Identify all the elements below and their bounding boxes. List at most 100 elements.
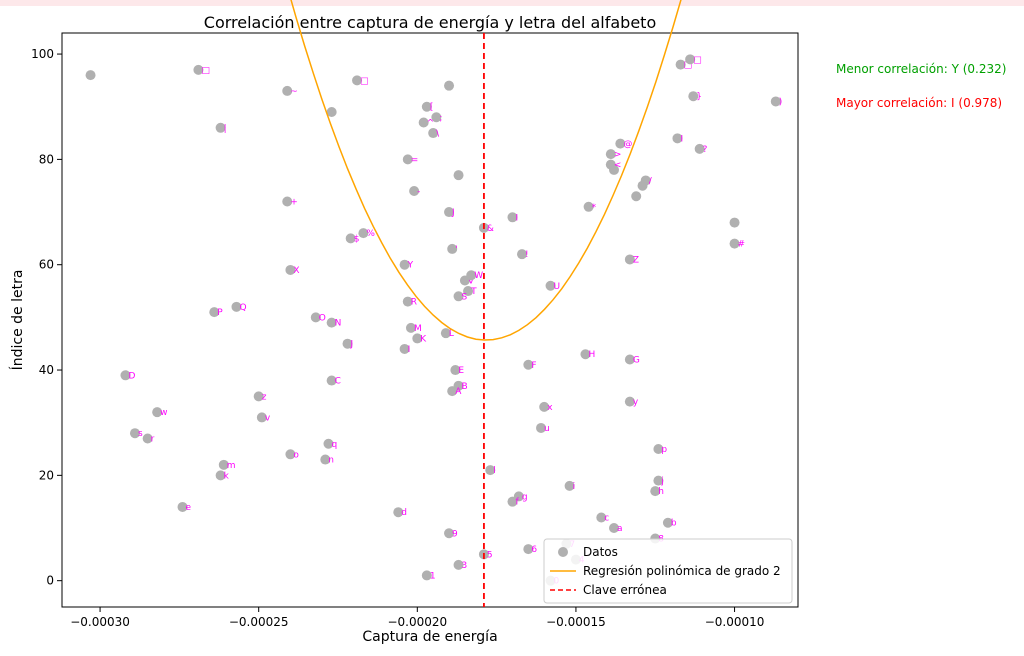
data-point: [399, 259, 410, 270]
point-label: z: [262, 392, 267, 402]
legend-vline-label: Clave errónea: [583, 583, 667, 597]
data-point: [352, 75, 363, 86]
point-label: *: [592, 203, 597, 213]
annotation-min-correlation: Menor correlación: Y (0.232): [836, 62, 1007, 76]
x-tick-label: −0.00025: [229, 615, 289, 629]
data-point: [653, 444, 664, 455]
point-label: c: [604, 513, 609, 523]
data-point: [685, 54, 696, 65]
point-label: r: [151, 434, 155, 444]
point-label: S: [462, 292, 468, 302]
point-label: a: [617, 524, 623, 534]
point-label: 6: [531, 545, 537, 555]
point-label: 5: [487, 550, 493, 560]
data-point: [120, 370, 131, 381]
point-label: ^: [427, 119, 435, 129]
point-label: O: [319, 313, 326, 323]
point-label: !: [525, 250, 529, 260]
y-tick-label: 100: [31, 47, 54, 61]
point-label: l: [493, 466, 496, 476]
point-label: N: [335, 319, 342, 329]
data-point: [320, 454, 331, 465]
data-point: [624, 354, 635, 365]
point-label: M: [414, 324, 422, 334]
point-label: ': [455, 245, 457, 255]
data-point: [507, 496, 518, 507]
point-label: f: [515, 498, 519, 508]
data-point: [450, 365, 461, 376]
point-label: +: [290, 198, 298, 208]
point-label: A: [455, 387, 462, 397]
data-point: [624, 254, 635, 265]
point-label: L: [449, 329, 454, 339]
data-point: [564, 480, 575, 491]
data-point: [399, 343, 410, 354]
legend-datos-marker: [558, 547, 568, 557]
data-point: [545, 280, 556, 291]
point-label: E: [458, 366, 464, 376]
point-label: I: [408, 345, 411, 355]
data-point: [596, 512, 607, 523]
data-point: [142, 433, 153, 444]
point-label: 9: [452, 529, 458, 539]
data-point: [402, 296, 413, 307]
data-point: [662, 517, 673, 528]
point-label: X: [293, 266, 299, 276]
x-tick-label: −0.00015: [546, 615, 606, 629]
data-point: [609, 523, 619, 534]
data-point: [694, 143, 705, 154]
point-label: p: [661, 445, 667, 455]
data-point: [231, 301, 242, 312]
legend: Datos Regresión polinómica de grado 2 Cl…: [543, 538, 793, 604]
data-point: [640, 175, 651, 186]
x-tick-label: −0.00010: [705, 615, 765, 629]
data-point: [453, 559, 464, 570]
data-point: [193, 64, 204, 75]
data-point: [485, 465, 496, 476]
point-label: ~: [290, 87, 298, 97]
data-point: [583, 201, 594, 212]
data-point: [209, 307, 220, 318]
point-label: w: [160, 408, 167, 418]
point-label: u: [544, 424, 550, 434]
y-tick-label: 60: [39, 258, 54, 272]
y-tick-label: 20: [39, 468, 54, 482]
y-axis-label: Índice de letra: [9, 270, 26, 371]
y-tick-label: 0: [46, 574, 54, 588]
legend-regression-label: Regresión polinómica de grado 2: [583, 564, 781, 578]
data-point: [177, 501, 188, 512]
data-point: [418, 117, 429, 128]
data-point: [358, 228, 369, 239]
data-point: [342, 338, 353, 349]
data-point: [421, 570, 432, 581]
point-label: I: [515, 213, 518, 223]
legend-datos-label: Datos: [583, 545, 618, 559]
point-label: q: [331, 440, 337, 450]
point-label: F: [531, 361, 536, 371]
data-point: [453, 291, 464, 302]
data-point: [444, 207, 455, 218]
data-point: [152, 407, 163, 418]
data-point: [326, 317, 337, 328]
data-point: [345, 233, 356, 244]
point-label: /: [649, 176, 653, 186]
top-border-strip: [0, 0, 1024, 6]
point-label: □: [693, 55, 702, 65]
point-label: G: [633, 355, 640, 365]
data-point: [447, 243, 458, 254]
data-point: [729, 238, 740, 249]
point-label: >: [614, 150, 622, 160]
point-label: B: [462, 382, 468, 392]
point-label: □: [201, 66, 210, 76]
data-point: [440, 328, 451, 339]
point-label: b: [671, 519, 677, 529]
point-label: Q: [239, 303, 246, 313]
point-label: g: [522, 492, 528, 502]
data-point: [507, 212, 518, 223]
y-tick-label: 80: [39, 152, 54, 166]
data-point: [393, 507, 404, 518]
point-label: J: [350, 340, 354, 350]
data-point: [447, 386, 458, 397]
data-point: [402, 154, 413, 165]
